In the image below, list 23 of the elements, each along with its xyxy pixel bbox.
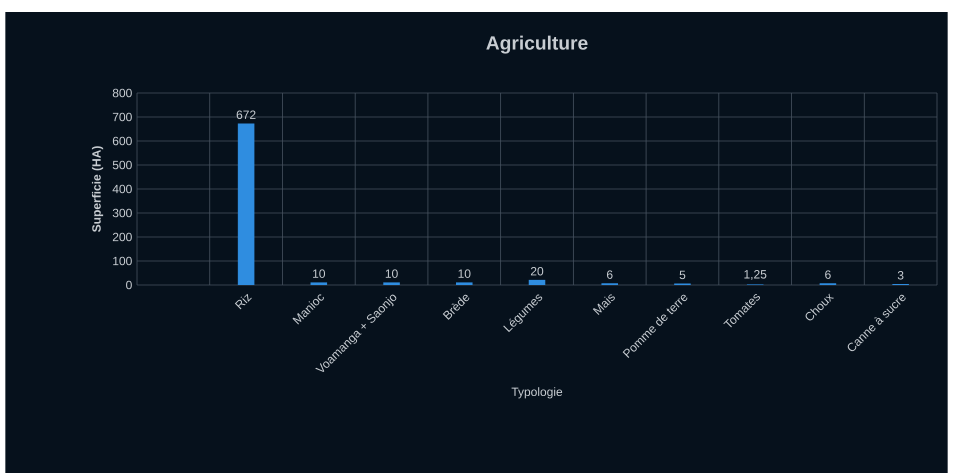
y-tick-label: 200 xyxy=(112,232,132,242)
y-tick-label: 0 xyxy=(126,280,132,290)
y-tick-label: 100 xyxy=(113,256,132,266)
data-label: 6 xyxy=(607,270,613,279)
x-tick-label: Riz xyxy=(234,294,252,310)
y-tick-label: 800 xyxy=(112,88,132,98)
x-axis-title: Typologie xyxy=(512,387,562,398)
data-label: 3 xyxy=(898,271,904,280)
data-label: 1,25 xyxy=(744,270,766,280)
data-label: 10 xyxy=(386,269,398,278)
data-label: 20 xyxy=(530,266,544,276)
y-tick-label: 300 xyxy=(112,208,132,218)
y-tick-label: 600 xyxy=(112,136,132,146)
data-label: 5 xyxy=(680,270,686,280)
y-tick-label: 400 xyxy=(112,184,132,194)
data-label: 10 xyxy=(458,269,470,278)
chart-title: Agriculture xyxy=(486,36,588,54)
y-tick-label: 500 xyxy=(112,160,132,170)
data-label: 6 xyxy=(825,270,831,279)
y-axis-title: Superficie (HA) xyxy=(92,146,104,232)
data-label: 672 xyxy=(236,110,256,120)
y-tick-label: 700 xyxy=(112,112,132,122)
data-label: 10 xyxy=(313,269,326,278)
